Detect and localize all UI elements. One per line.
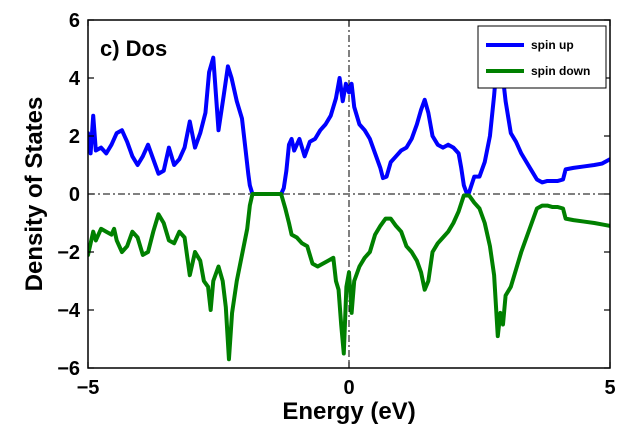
legend-label-spin-up: spin up	[531, 38, 574, 52]
y-tick-label: 2	[69, 126, 80, 148]
x-tick-label: 0	[343, 377, 354, 399]
legend: spin up spin down	[477, 25, 607, 89]
legend-label-spin-down: spin down	[531, 64, 590, 78]
reference-lines	[88, 20, 610, 368]
legend-box	[477, 25, 607, 89]
y-tick-label: −6	[57, 358, 80, 380]
y-tick-label: −4	[57, 300, 81, 322]
chart-title: c) Dos	[100, 36, 167, 61]
x-tick-label: −5	[77, 377, 100, 399]
y-tick-label: −2	[57, 242, 80, 264]
series-line-spin-down	[88, 192, 610, 362]
x-tick-label: 5	[604, 377, 615, 399]
y-axis-title: Density of States	[21, 97, 48, 292]
y-tick-label: 0	[69, 184, 80, 206]
y-tick-label: 6	[69, 10, 80, 32]
x-axis-title: Energy (eV)	[282, 398, 415, 425]
ticks-layer: −5 0 5 −6 −4 −2 0 2 4 6	[57, 10, 615, 399]
y-tick-label: 4	[69, 68, 81, 90]
